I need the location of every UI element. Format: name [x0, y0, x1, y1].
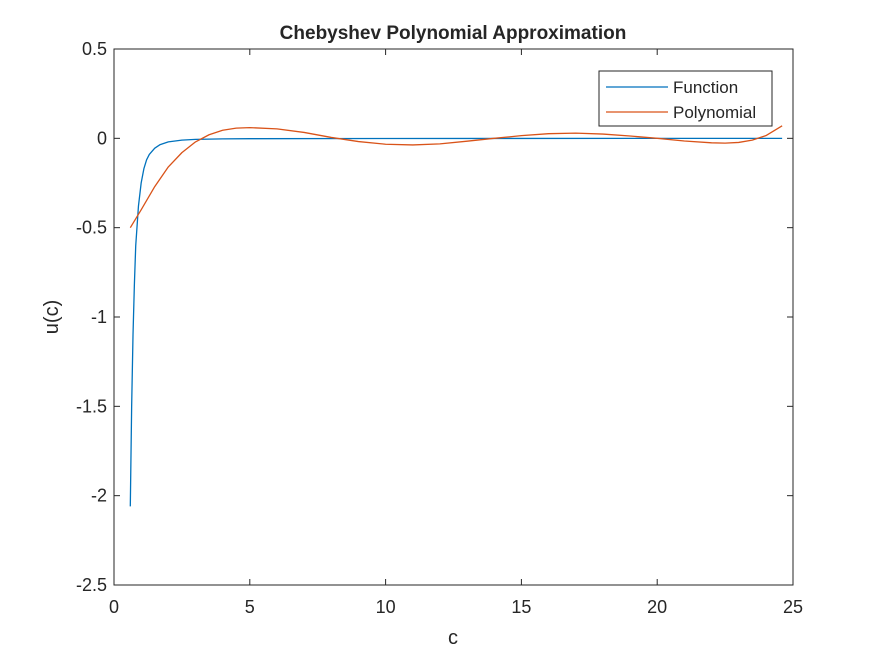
x-tick-label: 15: [511, 597, 531, 617]
legend-box: [598, 70, 773, 127]
y-tick-label: 0: [97, 128, 107, 148]
x-tick-label: 20: [647, 597, 667, 617]
chart-title: Chebyshev Polynomial Approximation: [280, 23, 627, 44]
axes-box: [113, 48, 794, 586]
y-axis-label: u(c): [41, 300, 63, 334]
legend: Function Polynomial: [598, 70, 773, 127]
y-tick-label: 0.5: [82, 39, 107, 59]
y-tick-label: -1.5: [76, 396, 107, 416]
series-layer: [129, 125, 783, 507]
y-tick-label: -0.5: [76, 218, 107, 238]
plot-area: 0 5 10 15 20 25 -2.5 -2 -1.5 -1 -0.5 0 0.5: [76, 39, 803, 617]
legend-label-function: Function: [673, 78, 738, 97]
x-tick-label: 0: [109, 597, 119, 617]
y-axis-ticks: -2.5 -2 -1.5 -1 -0.5 0 0.5: [76, 39, 793, 595]
y-tick-label: -2.5: [76, 575, 107, 595]
x-tick-label: 25: [783, 597, 803, 617]
series-line-polynomial: [129, 125, 783, 229]
x-tick-label: 10: [376, 597, 396, 617]
legend-label-polynomial: Polynomial: [673, 103, 756, 122]
x-axis-label: c: [448, 627, 458, 649]
y-tick-label: -2: [91, 486, 107, 506]
y-tick-label: -1: [91, 307, 107, 327]
x-axis-ticks: 0 5 10 15 20 25: [109, 49, 803, 617]
x-tick-label: 5: [245, 597, 255, 617]
